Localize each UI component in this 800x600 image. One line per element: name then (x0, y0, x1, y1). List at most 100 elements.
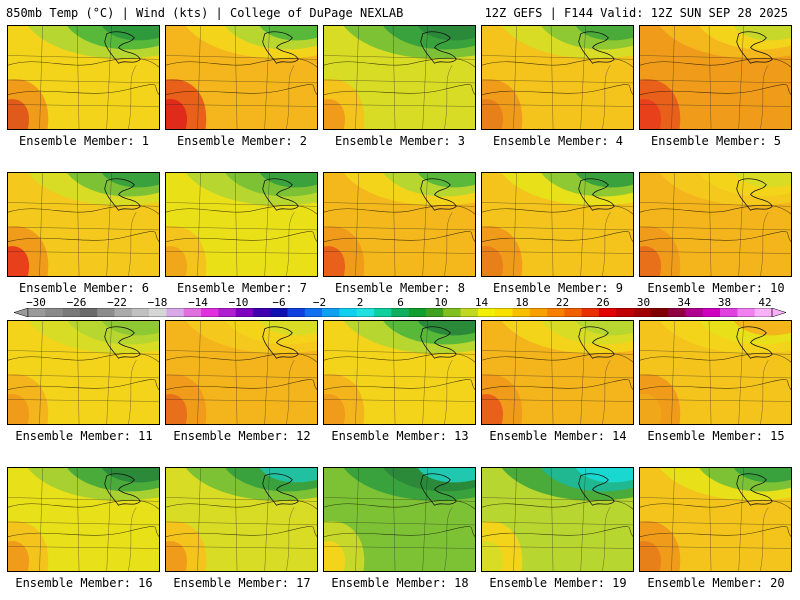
ensemble-map-panel (323, 172, 476, 277)
temperature-map (8, 26, 159, 129)
colorbar-swatch (598, 308, 617, 317)
colorbar-swatch (408, 308, 427, 317)
ensemble-member-label: Ensemble Member: 10 (647, 281, 785, 295)
ensemble-member-label: Ensemble Member: 1 (18, 134, 150, 148)
temperature-map (482, 468, 633, 571)
colorbar-tick-label: 34 (677, 296, 691, 309)
ensemble-map-panel (639, 467, 792, 572)
colorbar-swatch (149, 308, 167, 317)
colorbar-swatch (235, 308, 254, 317)
temperature-map (482, 321, 633, 424)
ensemble-member-label: Ensemble Member: 9 (492, 281, 624, 295)
ensemble-member-label: Ensemble Member: 15 (647, 429, 785, 443)
colorbar-swatch (650, 308, 669, 317)
temperature-map (324, 321, 475, 424)
colorbar-tick-label: 22 (555, 296, 570, 309)
colorbar-swatch (443, 308, 461, 317)
ensemble-map-panel (639, 172, 792, 277)
colorbar-swatch (374, 308, 392, 317)
colorbar-swatch (685, 308, 704, 317)
temperature-map (482, 26, 633, 129)
colorbar-swatch (252, 308, 271, 317)
colorbar-swatch (339, 308, 358, 317)
colorbar-swatch (754, 308, 773, 317)
ensemble-map-panel (481, 172, 634, 277)
colorbar-swatch (356, 308, 375, 317)
colorbar-swatch (720, 308, 738, 317)
temperature-map (8, 321, 159, 424)
colorbar-swatch (633, 308, 652, 317)
colorbar-tick-label: −22 (107, 296, 127, 309)
temperature-map (324, 26, 475, 129)
ensemble-map-panel (639, 320, 792, 425)
colorbar-swatch (28, 308, 46, 317)
ensemble-member-label: Ensemble Member: 19 (489, 576, 627, 590)
temperature-map (640, 173, 791, 276)
ensemble-map-panel (7, 172, 160, 277)
temperature-map (640, 468, 791, 571)
temperature-map (166, 321, 317, 424)
colorbar-swatch (547, 308, 565, 317)
run-valid-time: 12Z GEFS | F144 Valid: 12Z SUN SEP 28 20… (484, 6, 788, 20)
ensemble-map-panel (323, 25, 476, 130)
temperature-colorbar (14, 308, 786, 317)
colorbar-swatch (495, 308, 513, 317)
colorbar-tick-labels: −30 −26 −22 −18 −14 −10 −6 −2 2 6 10 14 18 22 26 30 34 38… (0, 296, 800, 309)
colorbar-swatch (581, 308, 600, 317)
colorbar-tick-label: 42 (758, 296, 772, 309)
ensemble-member-label: Ensemble Member: 6 (18, 281, 150, 295)
colorbar-swatch (218, 308, 236, 317)
colorbar-tick-label: 30 (636, 296, 651, 309)
colorbar-tick-label: 2 (356, 296, 364, 309)
temperature-map (166, 26, 317, 129)
colorbar-swatch (616, 308, 634, 317)
colorbar-tick-label: −18 (147, 296, 168, 309)
colorbar-swatch (270, 308, 288, 317)
ensemble-map-panel (323, 320, 476, 425)
ensemble-member-label: Ensemble Member: 20 (647, 576, 785, 590)
colorbar-swatch (114, 308, 133, 317)
colorbar-swatch (45, 308, 63, 317)
colorbar-tick-label: 10 (434, 296, 448, 309)
temperature-map (8, 468, 159, 571)
colorbar-tick-label: −6 (272, 296, 286, 309)
ensemble-member-label: Ensemble Member: 3 (334, 134, 466, 148)
colorbar-tick-label: 38 (717, 296, 732, 309)
colorbar-tick-label: −26 (66, 296, 87, 309)
temperature-map (324, 468, 475, 571)
colorbar-swatch (702, 308, 721, 317)
colorbar-swatch (512, 308, 531, 317)
colorbar-swatch (304, 308, 323, 317)
ensemble-member-label: Ensemble Member: 7 (176, 281, 308, 295)
temperature-map (482, 173, 633, 276)
temperature-map (324, 173, 475, 276)
colorbar-swatch (391, 308, 409, 317)
ensemble-member-label: Ensemble Member: 2 (176, 134, 308, 148)
colorbar-tick-label: 6 (397, 296, 404, 309)
colorbar-swatch (131, 308, 150, 317)
colorbar-swatch (62, 308, 81, 317)
colorbar-tick-label: −14 (188, 296, 208, 309)
colorbar-tick-label: 14 (474, 296, 489, 309)
ensemble-member-label: Ensemble Member: 8 (334, 281, 466, 295)
temperature-map (640, 321, 791, 424)
colorbar-swatch (564, 308, 582, 317)
ensemble-member-label: Ensemble Member: 4 (492, 134, 624, 148)
colorbar-swatch (201, 308, 219, 317)
colorbar-swatch (737, 308, 755, 317)
ensemble-map-panel (165, 172, 318, 277)
ensemble-map-panel (7, 320, 160, 425)
ensemble-member-label: Ensemble Member: 13 (331, 429, 469, 443)
colorbar-swatch (97, 308, 115, 317)
temperature-map (166, 468, 317, 571)
ensemble-map-panel (481, 320, 634, 425)
ensemble-map-panel (165, 467, 318, 572)
ensemble-map-panel (7, 25, 160, 130)
product-title: 850mb Temp (°C) | Wind (kts) | College o… (6, 6, 404, 20)
colorbar-tick-label: −10 (228, 296, 249, 309)
temperature-map (166, 173, 317, 276)
ensemble-member-label: Ensemble Member: 17 (173, 576, 311, 590)
colorbar-swatch (183, 308, 202, 317)
ensemble-map-panel (639, 25, 792, 130)
colorbar-tick-label: −30 (26, 296, 46, 309)
